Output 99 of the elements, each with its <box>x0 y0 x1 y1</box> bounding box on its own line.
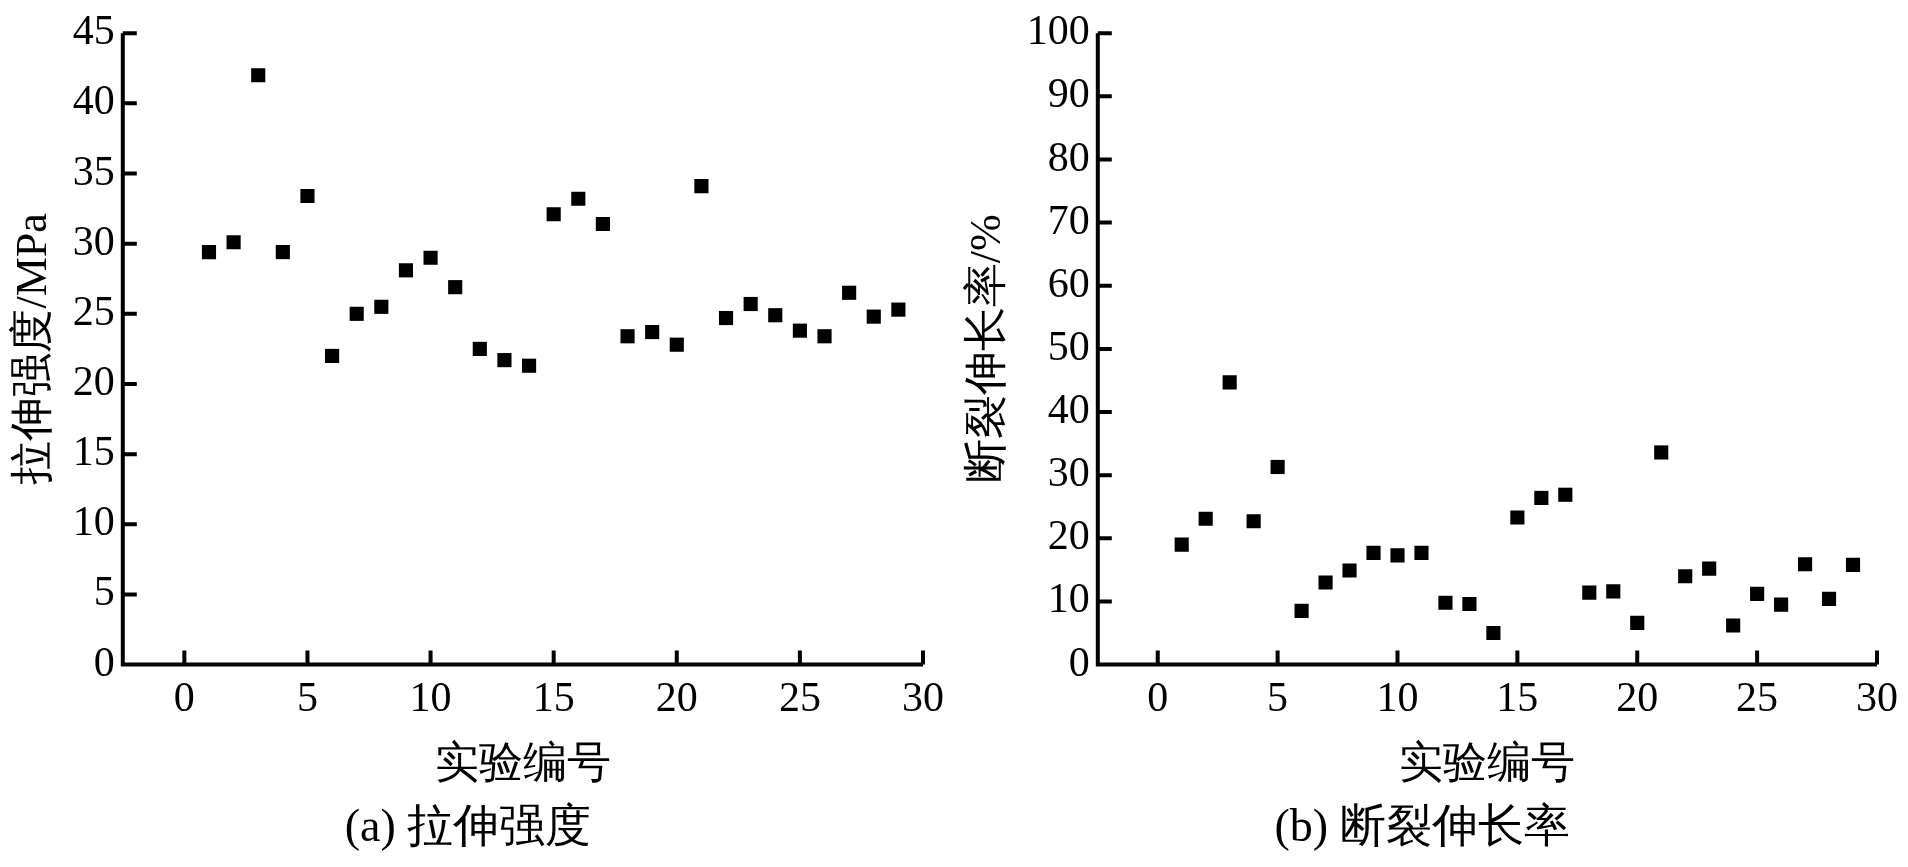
point <box>1582 585 1597 600</box>
point <box>374 299 389 314</box>
point <box>571 191 586 206</box>
point <box>1174 537 1189 552</box>
point <box>645 324 660 340</box>
point <box>866 309 881 324</box>
y-tick-label: 70 <box>1047 196 1090 243</box>
y-tick-label: 30 <box>72 217 115 264</box>
point <box>1821 591 1837 607</box>
y-tick-label: 10 <box>1047 575 1090 622</box>
point <box>1750 586 1765 601</box>
point <box>1342 563 1357 578</box>
point <box>349 306 364 321</box>
point <box>1318 575 1333 590</box>
point <box>546 207 561 222</box>
point <box>1702 561 1717 576</box>
x-tick-label: 20 <box>655 673 698 720</box>
point <box>891 302 906 317</box>
point <box>1486 625 1501 641</box>
y-tick-label: 15 <box>72 428 115 475</box>
point <box>398 263 414 278</box>
point <box>595 216 610 232</box>
y-axis-title: 断裂伸长率/% <box>960 214 1010 484</box>
x-axis-title: 实验编号 <box>1399 737 1576 787</box>
y-tick-label: 25 <box>72 287 115 334</box>
point <box>817 329 832 344</box>
point <box>1726 618 1741 633</box>
point <box>669 337 684 352</box>
point <box>1294 603 1309 618</box>
point <box>1510 510 1525 525</box>
y-tick-label: 0 <box>1068 638 1090 685</box>
x-tick-label: 30 <box>1856 673 1898 720</box>
point <box>201 245 217 260</box>
point <box>718 310 734 326</box>
y-tick-label: 20 <box>1047 512 1090 559</box>
text: (a) 拉伸强度 <box>344 800 592 852</box>
point <box>1438 595 1453 610</box>
point <box>300 188 315 204</box>
point <box>1558 487 1573 502</box>
y-tick-label: 40 <box>72 77 115 124</box>
x-tick-label: 10 <box>409 673 452 720</box>
point <box>1845 557 1861 572</box>
x-tick-label: 15 <box>1496 673 1539 720</box>
y-tick-label: 40 <box>1047 386 1090 433</box>
text: (b) 断裂伸长率 <box>1274 800 1570 852</box>
point <box>448 280 463 295</box>
y-tick-label: 60 <box>1047 259 1090 306</box>
point <box>226 235 241 250</box>
point <box>1606 584 1621 599</box>
x-tick-label: 20 <box>1616 673 1659 720</box>
y-tick-label: 80 <box>1047 133 1090 180</box>
point <box>325 348 340 363</box>
x-tick-label: 15 <box>532 673 575 720</box>
x-tick-label: 25 <box>1736 673 1779 720</box>
y-tick-label: 0 <box>93 638 115 685</box>
x-tick-label: 5 <box>296 673 318 720</box>
y-tick-label: 10 <box>72 498 115 545</box>
point <box>521 358 537 373</box>
point <box>251 68 266 83</box>
x-tick-label: 5 <box>1267 673 1289 720</box>
point <box>1774 597 1789 612</box>
y-tick-label: 5 <box>93 568 115 615</box>
point <box>1270 459 1285 475</box>
point <box>1462 596 1477 612</box>
point <box>1798 557 1813 572</box>
x-tick-label: 25 <box>778 673 821 720</box>
point <box>1678 569 1693 584</box>
x-tick-label: 10 <box>1376 673 1419 720</box>
point <box>694 179 709 194</box>
point <box>792 323 807 338</box>
y-tick-label: 20 <box>72 358 115 405</box>
point <box>842 285 857 300</box>
y-axis-title: 拉伸强度/MPa <box>6 213 56 485</box>
y-tick-label: 30 <box>1047 449 1090 496</box>
point <box>1630 615 1645 630</box>
point <box>497 353 512 368</box>
point <box>1246 514 1261 529</box>
point <box>1222 375 1237 390</box>
point <box>768 308 783 323</box>
point <box>1654 445 1669 460</box>
y-tick-label: 100 <box>1026 7 1090 54</box>
x-tick-label: 0 <box>1147 673 1169 720</box>
x-axis-title: 实验编号 <box>434 737 611 787</box>
y-tick-label: 35 <box>72 147 115 194</box>
y-tick-label: 50 <box>1047 322 1090 369</box>
point <box>1390 548 1405 563</box>
point <box>275 245 290 260</box>
point <box>1414 545 1429 560</box>
point <box>423 250 438 265</box>
point <box>1366 545 1381 560</box>
x-tick-label: 30 <box>902 673 944 720</box>
x-tick-label: 0 <box>173 673 195 720</box>
point <box>1534 490 1549 505</box>
point <box>1198 511 1213 526</box>
point <box>620 329 635 344</box>
y-tick-label: 90 <box>1047 70 1090 117</box>
point <box>743 296 758 312</box>
y-tick-label: 45 <box>72 7 115 54</box>
point <box>472 341 487 356</box>
